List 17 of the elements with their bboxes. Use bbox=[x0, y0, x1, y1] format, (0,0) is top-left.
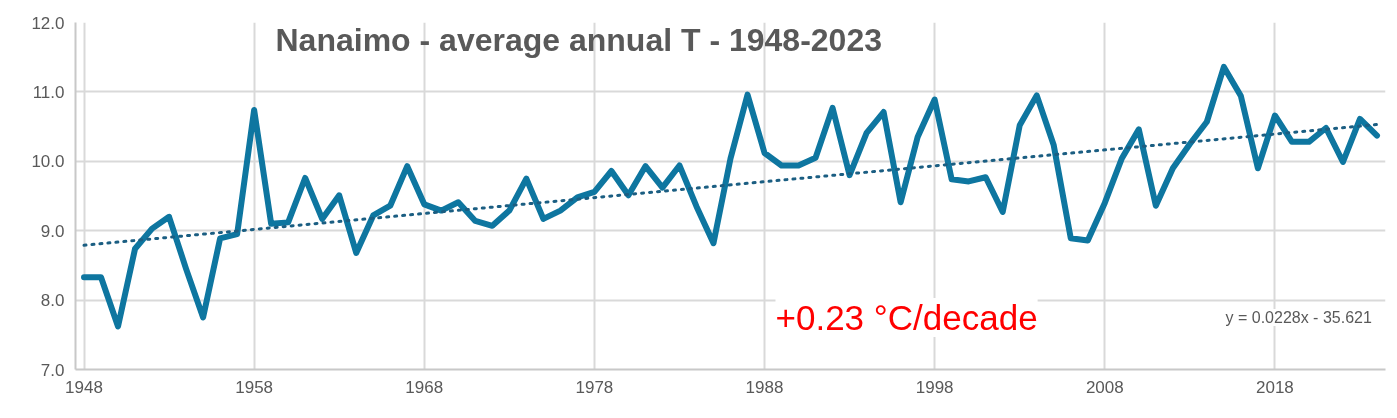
x-tick-label: 1948 bbox=[65, 377, 103, 397]
y-tick-label: 12.0 bbox=[31, 13, 65, 33]
y-tick-label: 8.0 bbox=[40, 291, 65, 311]
annotation: y = 0.0228x - 35.621 bbox=[1225, 309, 1372, 326]
x-tick-label: 2008 bbox=[1085, 377, 1124, 397]
y-tick-label: 11.0 bbox=[32, 82, 65, 102]
annotation: +0.23 °C/decade bbox=[775, 298, 1038, 337]
y-tick-label: 10.0 bbox=[31, 152, 65, 172]
x-tick-label: 1998 bbox=[915, 377, 954, 397]
y-tick-label: 9.0 bbox=[40, 221, 65, 241]
x-tick-label: 2018 bbox=[1256, 377, 1294, 397]
chart-title: Nanaimo - average annual T - 1948-2023 bbox=[275, 21, 882, 58]
x-tick-label: 1978 bbox=[575, 377, 614, 397]
y-tick-label: 7.0 bbox=[40, 360, 65, 380]
x-tick-label: 1988 bbox=[745, 377, 784, 397]
x-tick-label: 1958 bbox=[235, 377, 274, 397]
x-tick-label: 1968 bbox=[405, 377, 444, 397]
